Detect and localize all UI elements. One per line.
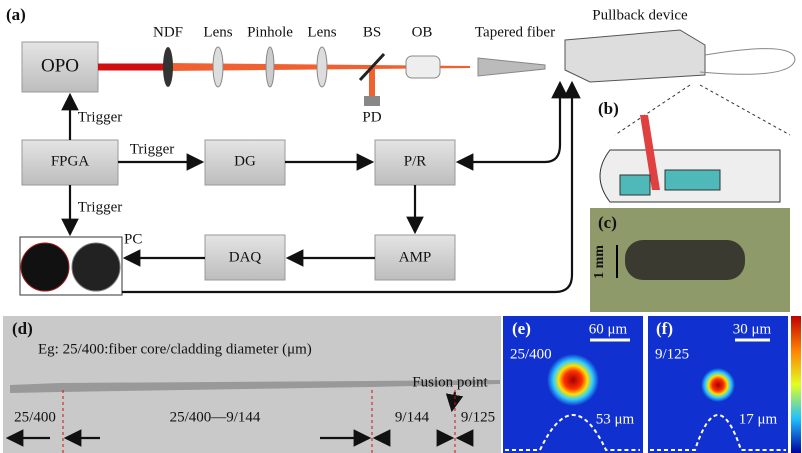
arrow — [122, 83, 572, 292]
probe-photo — [625, 240, 745, 280]
panel-label: (e) — [512, 319, 531, 338]
pd — [364, 96, 380, 106]
trigger-label: Trigger — [78, 109, 122, 125]
fiber-label: 25/400 — [510, 346, 552, 362]
panel-label: (c) — [598, 213, 617, 232]
image — [21, 243, 69, 291]
trigger-label: Trigger — [130, 141, 174, 157]
optic-label: Lens — [203, 24, 232, 40]
colorbar — [791, 316, 801, 453]
annotation: Fusion point — [412, 374, 488, 390]
lens — [213, 47, 223, 87]
panel-label: (a) — [6, 5, 26, 24]
width-label: 17 μm — [739, 411, 778, 427]
fiber-label: 9/125 — [655, 346, 689, 362]
optic-label: BS — [363, 24, 381, 40]
panel-label: (b) — [598, 99, 619, 118]
arrow — [458, 83, 560, 162]
optic-label: Tapered fiber — [475, 24, 555, 40]
trigger-label: Trigger — [78, 199, 122, 215]
pinhole — [266, 47, 274, 87]
block-label: PC — [124, 231, 142, 247]
panel-label: (f) — [656, 319, 673, 338]
segment-label: 25/400—9/144 — [170, 409, 261, 425]
spot — [701, 368, 735, 402]
optic-label: PD — [362, 109, 381, 125]
zoom-line — [615, 85, 690, 135]
objective — [406, 56, 440, 78]
probe-part — [620, 175, 650, 195]
scale-label: 30 μm — [733, 321, 772, 337]
scale-label: 1 mm — [592, 245, 607, 279]
note: Eg: 25/400:fiber core/cladding diameter … — [38, 341, 312, 357]
block-label: FPGA — [51, 153, 90, 169]
width-label: 53 μm — [596, 411, 635, 427]
segment-label: 9/144 — [395, 409, 430, 425]
segment-label: 25/400 — [14, 409, 56, 425]
block-label: DAQ — [229, 249, 262, 265]
block-label: AMP — [399, 249, 432, 265]
panel-label: (d) — [12, 319, 33, 338]
optic-label: NDF — [153, 24, 183, 40]
optic-label: Pinhole — [247, 24, 293, 40]
block-label: DG — [234, 153, 256, 169]
zoom-line — [700, 85, 790, 135]
figure: (a) OPO NDF Lens Pinhole Lens BS OB PD T… — [0, 0, 802, 453]
ndf — [163, 47, 173, 87]
block-label: OPO — [41, 55, 79, 76]
optic-label: OB — [412, 24, 433, 40]
probe-part — [665, 170, 720, 190]
image — [72, 243, 120, 291]
scale-label: 60 μm — [589, 321, 628, 337]
segment-label: 9/125 — [461, 409, 495, 425]
spot — [547, 354, 599, 406]
optic-label: Pullback device — [592, 7, 688, 23]
pullback-device — [565, 30, 705, 82]
lens — [317, 47, 327, 87]
optic-label: Lens — [307, 24, 336, 40]
block-label: P/R — [404, 153, 427, 169]
tapered-fiber — [478, 58, 545, 76]
cable — [700, 49, 795, 75]
